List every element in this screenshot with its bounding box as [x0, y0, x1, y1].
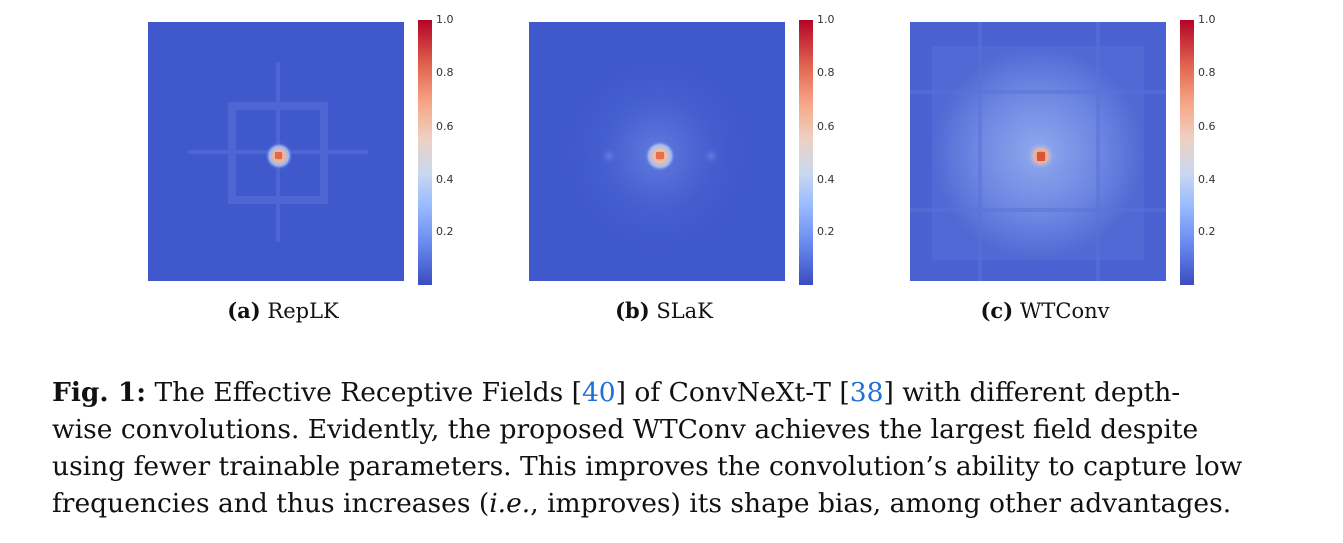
panel-a: 1.0 0.8 0.6 0.4 0.2 (a) RepLK — [148, 14, 528, 340]
caption-line-1: Fig. 1: The Effective Receptive Fields [… — [52, 374, 1312, 411]
colorbar-tick: 0.2 — [436, 225, 454, 238]
subfigure-caption-b: (b) SLaK — [529, 298, 799, 323]
colorbar-tick: 1.0 — [436, 13, 454, 26]
colorbar-tick: 0.2 — [1198, 225, 1216, 238]
colorbar-tick: 0.8 — [1198, 66, 1216, 79]
subfigure-caption-a: (a) RepLK — [148, 298, 418, 323]
erf-heatmap-wtconv — [910, 22, 1166, 281]
colorbar-tick: 0.4 — [436, 173, 454, 186]
caption-italic: i.e. — [489, 488, 531, 519]
subfigure-name: WTConv — [1019, 299, 1110, 323]
colorbar-tick: 0.6 — [817, 120, 835, 133]
colorbar-tick: 0.2 — [817, 225, 835, 238]
citation-link[interactable]: 38 — [849, 377, 884, 408]
figure-caption: Fig. 1: The Effective Receptive Fields [… — [52, 374, 1312, 522]
colorbar-tick: 0.8 — [817, 66, 835, 79]
citation-link[interactable]: 40 — [581, 377, 616, 408]
subfigure-letter: (c) — [980, 298, 1014, 323]
caption-text: ] with different depth- — [883, 377, 1181, 408]
subfigure-caption-c: (c) WTConv — [910, 298, 1180, 323]
colorbar-tick: 0.6 — [1198, 120, 1216, 133]
colorbar-tick: 0.6 — [436, 120, 454, 133]
colorbar-c — [1180, 20, 1194, 285]
colorbar-tick: 1.0 — [1198, 13, 1216, 26]
caption-line-3: using fewer trainable parameters. This i… — [52, 451, 1243, 482]
caption-text: , improves) its shape bias, among other … — [530, 488, 1232, 519]
erf-heatmap-slak — [529, 22, 785, 281]
erf-heatmap-replk-svg — [148, 22, 404, 281]
panel-c: 1.0 0.8 0.6 0.4 0.2 (c) WTConv — [910, 14, 1290, 340]
caption-line-2: wise convolutions. Evidently, the propos… — [52, 414, 1199, 445]
colorbar-tick: 0.4 — [817, 173, 835, 186]
erf-heatmap-replk — [148, 22, 404, 281]
panel-b: 1.0 0.8 0.6 0.4 0.2 (b) SLaK — [529, 14, 909, 340]
subfigure-letter: (a) — [227, 298, 261, 323]
colorbar-a — [418, 20, 432, 285]
caption-text: The Effective Receptive Fields [ — [146, 377, 582, 408]
erf-heatmap-slak-svg — [529, 22, 785, 281]
figure-label: Fig. 1: — [52, 377, 147, 408]
colorbar-tick: 0.4 — [1198, 173, 1216, 186]
subfigure-letter: (b) — [615, 298, 650, 323]
caption-text: ] of ConvNeXt-T [ — [615, 377, 850, 408]
subfigure-name: SLaK — [656, 299, 713, 323]
caption-line-4: frequencies and thus increases (i.e., im… — [52, 485, 1312, 522]
caption-text: frequencies and thus increases ( — [52, 488, 490, 519]
subfigure-name: RepLK — [267, 299, 339, 323]
colorbar-tick: 1.0 — [817, 13, 835, 26]
colorbar-tick: 0.8 — [436, 66, 454, 79]
erf-heatmap-wtconv-svg — [910, 22, 1166, 281]
colorbar-b — [799, 20, 813, 285]
